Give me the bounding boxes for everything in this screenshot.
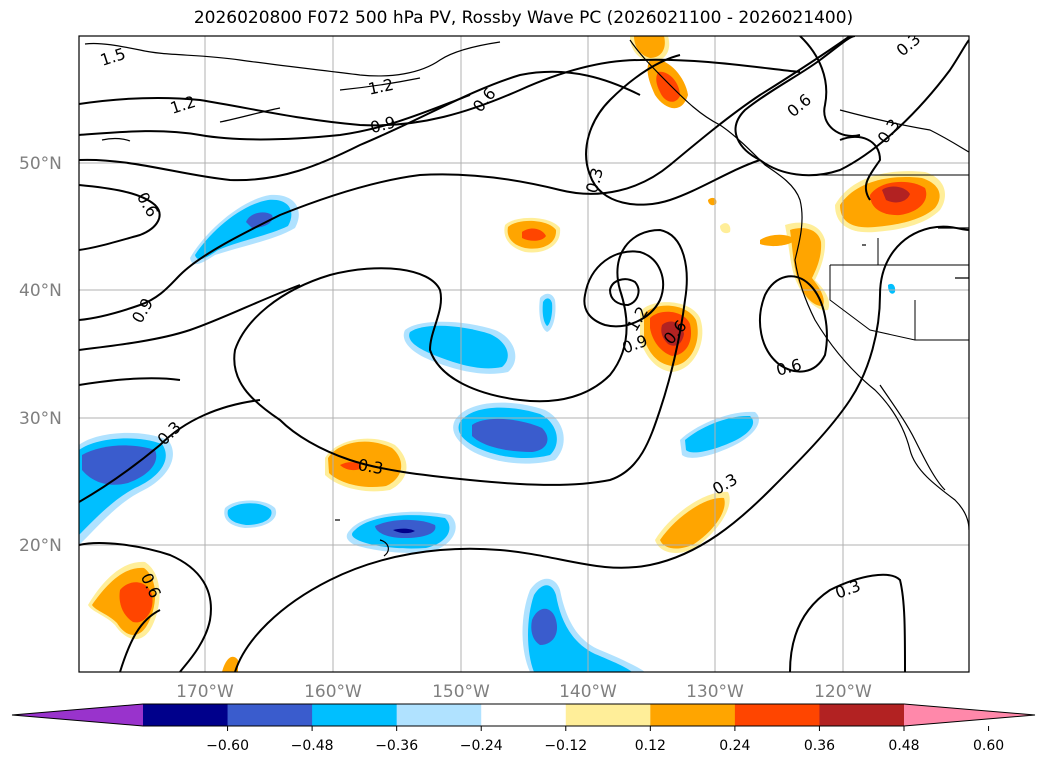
negative-anomaly-region [539,293,556,332]
lat-tick-label: 30°N [19,409,62,429]
pv-contours [79,36,969,672]
colorbar-segment [819,704,905,726]
coastlines [84,39,969,557]
negative-anomaly-region [79,432,173,545]
colorbar-segment [734,704,820,726]
positive-anomaly-region [630,36,688,109]
lat-tick-label: 40°N [19,281,62,301]
negative-anomaly-region [522,578,645,672]
longitude-labels: 170°W 160°W 150°W 140°W 130°W 120°W [176,682,872,702]
negative-anomaly-region [224,500,277,528]
contour-label: 1.2 [366,75,395,99]
lon-tick-label: 150°W [432,682,490,702]
anomaly-shading [79,36,945,672]
colorbar-outline [11,703,1036,727]
colorbar-tick-label: −0.24 [460,738,503,754]
contour-label: 0.3 [356,455,384,478]
colorbar-tick-label: 0.24 [719,738,750,754]
colorbar-tick-label: 0.12 [635,738,666,754]
colorbar-tick-label: −0.60 [206,738,249,754]
negative-anomaly-region [346,511,456,553]
lat-tick-label: 50°N [19,154,62,174]
political-borders [800,174,969,341]
negative-anomaly-region [190,194,299,265]
colorbar: −0.60 −0.48 −0.36 −0.24 −0.12 0.12 0.24 0.36 0.4… [11,703,1036,754]
lon-tick-label: 160°W [304,682,362,702]
colorbar-tick-label: −0.36 [375,738,418,754]
colorbar-segment [143,704,229,726]
lon-tick-label: 120°W [814,682,872,702]
negative-anomaly-region [680,411,759,458]
latitude-labels: 50°N 40°N 30°N 20°N [19,154,62,556]
colorbar-tick-label: −0.12 [544,738,587,754]
map-background [79,36,969,672]
positive-anomaly-region [222,197,731,672]
positive-anomaly-region [835,171,945,233]
colorbar-segment [227,704,313,726]
positive-anomaly-region [88,561,160,640]
colorbar-max-arrow [904,704,1035,726]
positive-anomaly-region [640,302,703,372]
map-title: 2026020800 F072 500 hPa PV, Rossby Wave … [193,8,854,28]
colorbar-segment [396,704,482,726]
colorbar-min-arrow [12,704,143,726]
colorbar-tick-label: 0.36 [804,738,835,754]
map-frame [78,35,970,673]
colorbar-tick-label: 0.48 [888,738,919,754]
lon-tick-label: 130°W [686,682,744,702]
lon-tick-label: 140°W [559,682,617,702]
colorbar-segment [565,704,651,726]
negative-anomaly-region [888,283,896,294]
lat-tick-label: 20°N [19,536,62,556]
colorbar-segment [481,704,567,726]
colorbar-tick-label: −0.48 [291,738,334,754]
colorbar-segment [312,704,398,726]
colorbar-segment [650,704,736,726]
colorbar-tick-label: 0.60 [973,738,1004,754]
lon-tick-label: 170°W [176,682,234,702]
positive-anomaly-region [504,217,561,253]
positive-anomaly-region [655,491,730,553]
